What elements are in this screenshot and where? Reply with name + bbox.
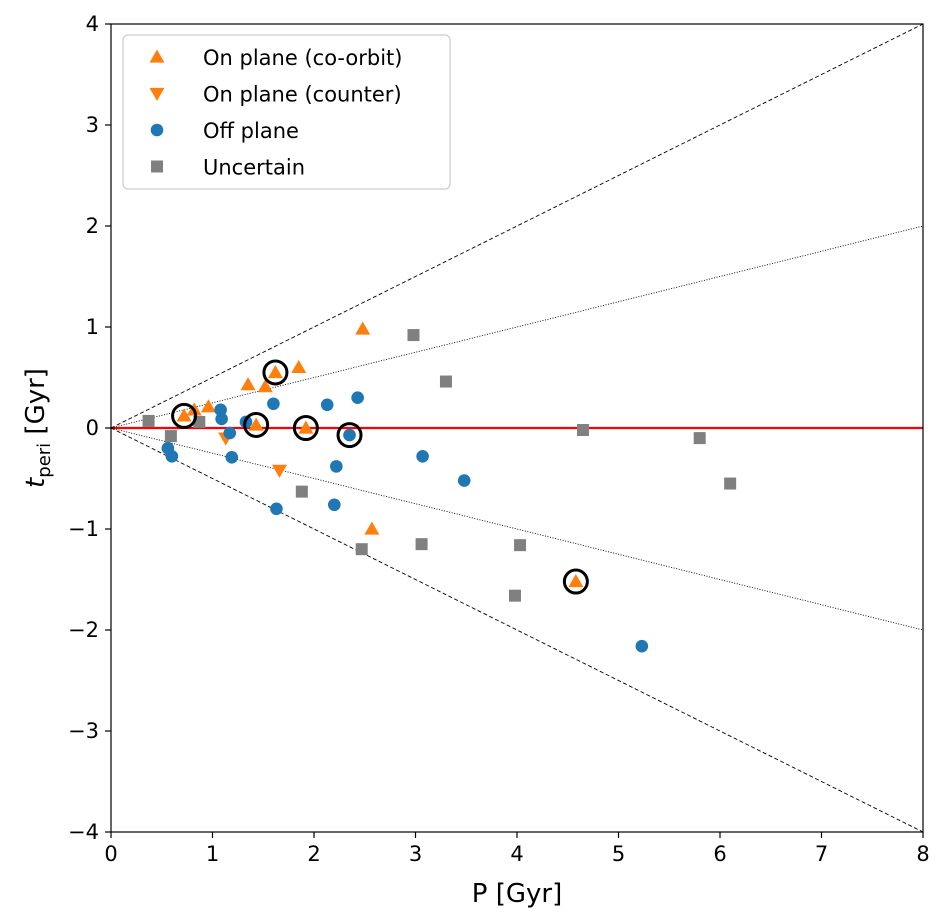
highlight-ring [171,402,198,429]
marker-circle [225,450,239,464]
marker-circle [223,426,237,440]
legend-entry-label: Off plane [203,119,299,143]
marker-square [439,375,452,388]
y-tick-label: −4 [68,820,99,844]
marker-triangle-up [176,408,192,422]
marker-triangle-up [267,364,283,379]
highlight-rings [171,359,589,595]
highlight-ring [262,359,289,386]
marker-triangle-up [248,417,264,431]
marker-circle [267,397,280,411]
marker-square [415,538,428,551]
y-axis-title-unit: [Gyr] [21,368,51,443]
x-tick-label: 7 [815,842,828,866]
y-tick-label: −1 [68,517,99,541]
marker-circle [635,639,649,653]
highlight-ring [562,568,589,595]
marker-triangle-up [364,521,380,535]
legend-marker-triangle-down [149,87,165,101]
legend-entry-label: On plane (co-orbit) [203,46,402,70]
x-axis-title: P [Gyr] [472,879,562,909]
x-tick-label: 0 [104,842,117,866]
y-axis-title-main: t [21,477,51,488]
marker-circle [351,391,364,405]
marker-circle [457,474,471,487]
dotted-line-upper [110,225,924,429]
marker-circle [330,460,343,473]
marker-circle [328,498,341,512]
marker-triangle-up [298,420,314,434]
y-tick-label: 2 [86,214,99,238]
marker-triangle-up [257,379,273,393]
legend-box [122,34,451,190]
x-tick-label: 2 [307,842,320,866]
y-axis-title: tperi [Gyr] [21,368,55,488]
marker-square [693,432,706,445]
marker-square [407,329,420,342]
marker-circle [165,449,179,463]
legend-marker-circle [150,123,164,137]
y-axis-ticks: 4 3 2 1 0 −1 −2 −3 −4 [68,12,111,844]
x-tick-label: 5 [612,842,625,866]
dashed-line-lower [110,427,924,833]
marker-triangle-down [271,464,287,478]
x-tick-label: 1 [206,842,219,866]
x-tick-label: 3 [409,842,422,866]
marker-circle [214,403,227,417]
y-axis-title-sub: peri [34,443,55,478]
y-tick-label: −3 [68,719,99,743]
highlight-ring [336,422,363,449]
marker-triangle-up [355,321,371,335]
marker-square [142,414,155,427]
marker-triangle-up [291,359,307,374]
y-tick-label: 1 [86,315,99,339]
y-tick-label: 0 [86,416,99,440]
marker-circle [270,502,283,516]
y-tick-label: 3 [86,113,99,137]
x-tick-label: 4 [510,842,523,866]
legend: On plane (co-orbit) On plane (counter) Off… [122,34,451,190]
marker-circle [343,428,356,442]
marker-square [355,543,368,556]
y-tick-label: 4 [86,12,99,36]
x-tick-label: 6 [713,842,726,866]
marker-square [508,589,521,602]
marker-triangle-up [200,399,216,413]
marker-square [295,485,308,498]
marker-triangle-up [240,377,256,391]
marker-square [514,539,527,552]
data-markers [142,321,737,653]
marker-circle [215,412,228,426]
legend-entry-label: Uncertain [203,156,305,180]
dotted-line-lower [110,427,924,631]
legend-marker-triangle-up [149,49,165,63]
dashed-line-upper [110,23,924,429]
marker-triangle-up [568,574,584,588]
marker-square [164,430,177,443]
highlight-ring [292,415,319,441]
y-tick-label: −2 [68,618,99,642]
legend-marker-square [151,160,163,173]
marker-square [576,424,589,437]
x-tick-label: 8 [916,842,929,866]
legend-entry-label: On plane (counter) [203,83,402,107]
x-axis-ticks: 0 1 2 3 4 5 6 7 8 [104,832,930,866]
highlight-ring [243,411,270,438]
marker-square [724,477,737,490]
marker-circle [320,398,334,412]
marker-circle [416,449,429,463]
